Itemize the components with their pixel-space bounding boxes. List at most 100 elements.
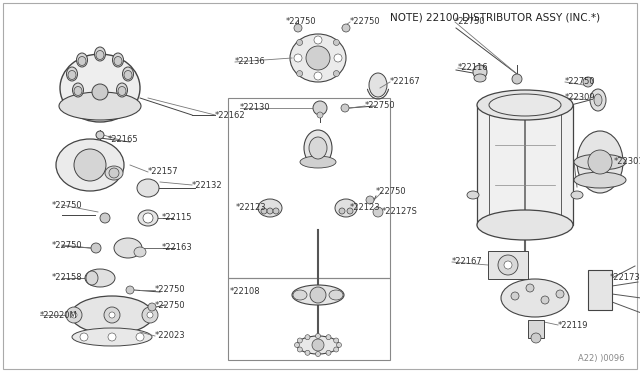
Ellipse shape [574,172,626,188]
Circle shape [339,208,345,214]
Bar [477,105,573,225]
Circle shape [294,54,302,62]
Ellipse shape [67,67,77,81]
Text: *22165: *22165 [108,135,139,144]
Circle shape [326,335,331,340]
Circle shape [142,307,158,323]
Text: *22130: *22130 [240,103,271,112]
Circle shape [511,292,519,300]
Text: *22750: *22750 [52,201,83,209]
Circle shape [147,312,153,318]
Circle shape [337,343,342,347]
Text: *22750: *22750 [365,102,396,110]
Ellipse shape [74,87,82,96]
Text: *22173: *22173 [610,273,640,282]
Text: *22127S: *22127S [382,208,418,217]
Circle shape [341,104,349,112]
Ellipse shape [105,166,123,180]
Ellipse shape [369,73,387,97]
Ellipse shape [467,191,479,199]
Ellipse shape [329,290,343,300]
Ellipse shape [138,210,158,226]
Text: *22162: *22162 [215,110,246,119]
Text: *22157: *22157 [148,167,179,176]
Ellipse shape [335,199,357,217]
Ellipse shape [293,290,307,300]
Circle shape [312,339,324,351]
Ellipse shape [60,54,140,122]
Circle shape [298,347,302,352]
Circle shape [334,54,342,62]
Text: *22309: *22309 [565,93,596,103]
Ellipse shape [477,210,573,240]
Text: *22750: *22750 [155,301,186,310]
Text: *22116: *22116 [458,64,488,73]
Ellipse shape [68,71,76,80]
Circle shape [294,343,300,347]
Circle shape [317,112,323,118]
Ellipse shape [290,34,346,82]
Text: *22163: *22163 [162,244,193,253]
Ellipse shape [116,83,127,97]
Circle shape [347,208,353,214]
Ellipse shape [571,191,583,199]
Ellipse shape [114,238,142,258]
Circle shape [305,335,310,340]
Circle shape [333,39,339,45]
Ellipse shape [594,94,602,106]
Text: *22119: *22119 [558,321,589,330]
Text: *22301: *22301 [614,157,640,167]
Text: *22750: *22750 [455,17,486,26]
Circle shape [333,338,339,343]
Ellipse shape [297,336,339,354]
Text: *22158: *22158 [52,273,83,282]
Ellipse shape [85,269,115,287]
Circle shape [66,307,82,323]
Circle shape [526,284,534,292]
Text: NOTE) 22100 DISTRIBUTOR ASSY (INC.*): NOTE) 22100 DISTRIBUTOR ASSY (INC.*) [390,13,600,23]
Circle shape [342,24,350,32]
Circle shape [92,84,108,100]
Circle shape [273,208,279,214]
Text: *22750: *22750 [376,187,406,196]
Circle shape [109,168,119,178]
Circle shape [305,350,310,355]
Ellipse shape [72,83,83,97]
Ellipse shape [95,47,106,61]
Text: *22136: *22136 [235,58,266,67]
Ellipse shape [56,139,124,191]
Ellipse shape [304,130,332,166]
Circle shape [366,196,374,204]
Circle shape [108,333,116,341]
Text: A22) )0096: A22) )0096 [579,353,625,362]
Ellipse shape [309,137,327,159]
Text: *22750: *22750 [52,241,83,250]
Ellipse shape [574,154,626,170]
Circle shape [148,303,156,311]
Text: *22750: *22750 [350,17,381,26]
Bar [228,278,390,360]
Circle shape [316,352,321,356]
Circle shape [556,290,564,298]
Circle shape [588,150,612,174]
Circle shape [531,333,541,343]
Ellipse shape [477,90,573,120]
Circle shape [298,338,302,343]
Text: *22023: *22023 [155,331,186,340]
Circle shape [91,243,101,253]
Circle shape [100,213,110,223]
Circle shape [326,350,331,355]
Ellipse shape [292,285,344,305]
Text: *22750: *22750 [155,285,186,295]
Circle shape [498,255,518,275]
Text: *22132: *22132 [192,180,223,189]
Circle shape [314,72,322,80]
Ellipse shape [113,53,124,67]
Circle shape [333,71,339,77]
Circle shape [306,46,330,70]
Circle shape [71,312,77,318]
Circle shape [583,77,593,87]
Ellipse shape [501,279,569,317]
Circle shape [126,286,134,294]
Ellipse shape [122,67,134,81]
